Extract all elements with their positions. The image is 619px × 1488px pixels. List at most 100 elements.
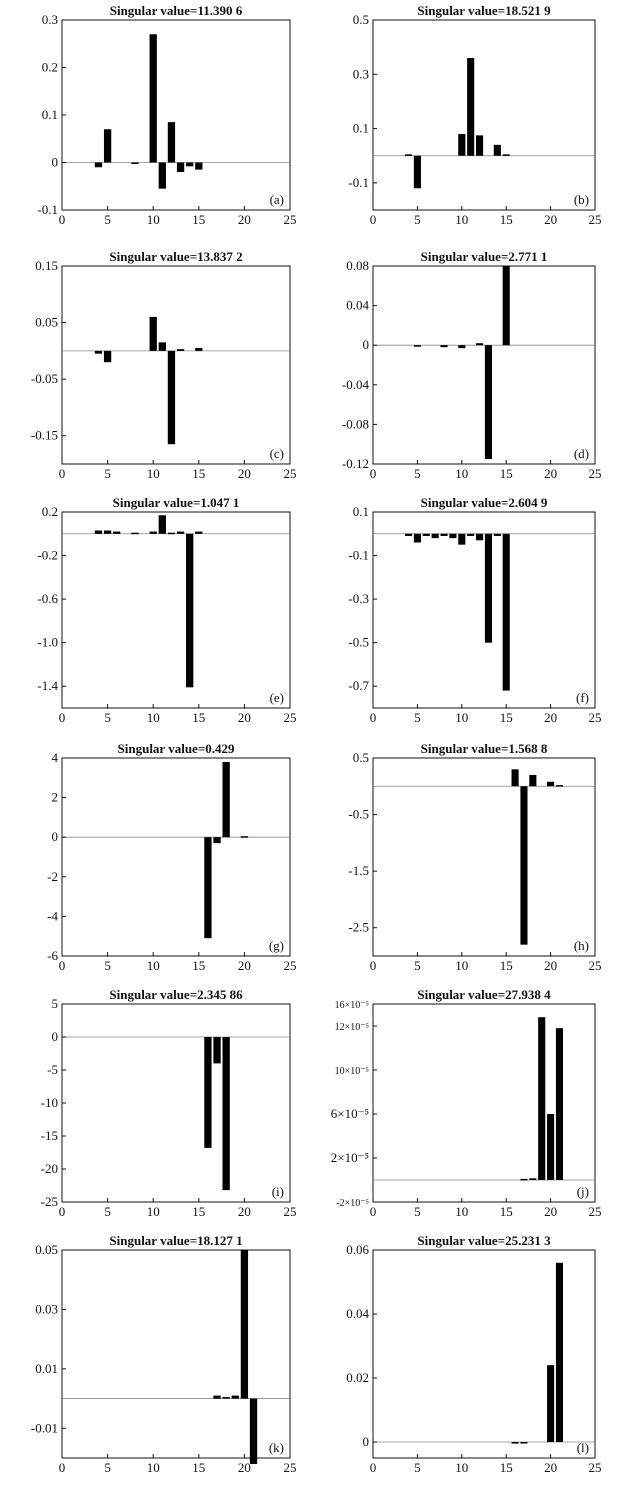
bar xyxy=(149,316,157,351)
bar xyxy=(458,345,466,349)
y-tick-label: 0 xyxy=(363,1434,370,1449)
y-tick-label: 0.1 xyxy=(353,504,369,519)
chart-title: Singular value=1.568 8 xyxy=(421,741,548,756)
bar xyxy=(458,533,466,545)
bar xyxy=(94,162,103,168)
chart-title: Singular value=18.127 1 xyxy=(109,1233,242,1248)
y-tick-label: 0.5 xyxy=(353,12,369,27)
x-tick-label: 0 xyxy=(370,958,377,973)
x-tick-label: 10 xyxy=(455,1460,468,1475)
y-tick-label: 0.5 xyxy=(353,750,369,765)
y-tick-label: 0.06 xyxy=(346,1242,369,1257)
y-tick-label: 0.03 xyxy=(35,1301,58,1316)
y-tick-label: 6×10⁻⁵ xyxy=(331,1106,369,1121)
x-tick-label: 15 xyxy=(192,466,205,481)
x-tick-label: 20 xyxy=(544,1460,557,1475)
x-tick-label: 15 xyxy=(192,1204,205,1219)
x-tick-label: 25 xyxy=(589,212,602,227)
y-tick-label: -20 xyxy=(41,1161,58,1176)
x-tick-label: 5 xyxy=(104,212,111,227)
panel-label: (i) xyxy=(272,1184,284,1199)
x-tick-label: 5 xyxy=(104,466,111,481)
x-tick-label: 5 xyxy=(104,710,111,725)
bar xyxy=(103,129,112,163)
chart-panel-b: Singular value=18.521 9 0 5 10 15 20 25 -0.1 0.1… xyxy=(348,3,601,227)
y-tick-label: 2×10⁻⁵ xyxy=(331,1150,369,1165)
panel-label: (k) xyxy=(269,1440,284,1455)
bar xyxy=(131,532,139,535)
chart-panel-k: Singular value=18.127 1 0 5 10 15 20 25 -0.01 0.… xyxy=(31,1233,297,1475)
y-tick-label: -0.7 xyxy=(348,678,369,693)
y-tick-label: 0 xyxy=(363,337,370,352)
y-tick-label: -0.1 xyxy=(348,548,369,563)
x-tick-label: 0 xyxy=(59,958,66,973)
bar xyxy=(547,1114,555,1180)
x-tick-label: 5 xyxy=(104,958,111,973)
y-tick-label: -5 xyxy=(47,1062,58,1077)
x-tick-label: 5 xyxy=(104,1204,111,1219)
bar xyxy=(131,162,139,164)
bar xyxy=(520,1442,528,1444)
chart-panel-e: Singular value=1.047 1 0 5 10 15 20 25 -1.4 -1.0… xyxy=(37,495,296,725)
y-tick-label: 0 xyxy=(52,1029,59,1044)
y-tick-label: 0 xyxy=(52,155,59,170)
x-tick-label: 5 xyxy=(104,1460,111,1475)
y-tick-label: 0.08 xyxy=(346,258,369,273)
x-tick-label: 20 xyxy=(544,958,557,973)
bar xyxy=(547,1365,555,1442)
bar xyxy=(538,1017,546,1180)
y-tick-label: 0.3 xyxy=(42,12,58,27)
y-tick-label: -0.05 xyxy=(31,371,58,386)
chart-title: Singular value=1.047 1 xyxy=(113,495,240,510)
x-tick-label: 5 xyxy=(414,1204,421,1219)
y-tick-label: -4 xyxy=(47,908,58,923)
bar xyxy=(149,531,157,534)
bar xyxy=(249,1398,258,1464)
plot-frame xyxy=(61,1249,291,1459)
x-tick-label: 0 xyxy=(59,1460,66,1475)
y-tick-label: 0.2 xyxy=(42,504,58,519)
bar xyxy=(204,1037,212,1148)
bar xyxy=(555,1262,564,1442)
x-tick-label: 25 xyxy=(284,710,297,725)
x-tick-label: 15 xyxy=(500,466,513,481)
x-tick-label: 10 xyxy=(147,1204,160,1219)
chart-panel-d: Singular value=2.771 1 0 5 10 15 20 25 -0.12 -0.… xyxy=(342,249,602,481)
y-tick-label: 0.2 xyxy=(42,60,58,75)
plot-frame xyxy=(61,757,291,957)
bar xyxy=(167,122,176,163)
x-tick-label: 25 xyxy=(284,1460,297,1475)
y-tick-label: 0.04 xyxy=(346,298,369,313)
x-tick-label: 5 xyxy=(414,212,421,227)
y-tick-label: 0.05 xyxy=(35,1242,58,1257)
bar xyxy=(547,781,555,787)
x-tick-label: 20 xyxy=(238,958,251,973)
x-tick-label: 10 xyxy=(147,212,160,227)
panel-label: (b) xyxy=(574,192,589,207)
bar xyxy=(555,785,564,787)
bar xyxy=(476,533,484,541)
x-tick-label: 15 xyxy=(500,1204,513,1219)
panel-label: (e) xyxy=(270,690,284,705)
x-tick-label: 25 xyxy=(589,710,602,725)
x-tick-label: 20 xyxy=(238,1460,251,1475)
x-tick-label: 10 xyxy=(455,212,468,227)
bar xyxy=(204,837,212,939)
x-tick-label: 10 xyxy=(147,958,160,973)
x-tick-label: 20 xyxy=(544,466,557,481)
bar xyxy=(440,533,448,536)
bar xyxy=(458,134,466,156)
x-tick-label: 15 xyxy=(192,1460,205,1475)
y-tick-label: -10 xyxy=(41,1095,58,1110)
x-tick-label: 5 xyxy=(414,466,421,481)
y-tick-label: 16×10⁻⁵ xyxy=(335,1000,369,1011)
bar xyxy=(195,162,203,170)
plot-frame xyxy=(61,19,291,211)
y-tick-label: -0.1 xyxy=(348,175,369,190)
x-tick-label: 0 xyxy=(59,212,66,227)
bar xyxy=(476,343,484,346)
bar xyxy=(555,1028,564,1180)
plot-frame xyxy=(372,511,596,709)
bar xyxy=(484,345,492,460)
y-tick-label: -0.1 xyxy=(37,202,58,217)
